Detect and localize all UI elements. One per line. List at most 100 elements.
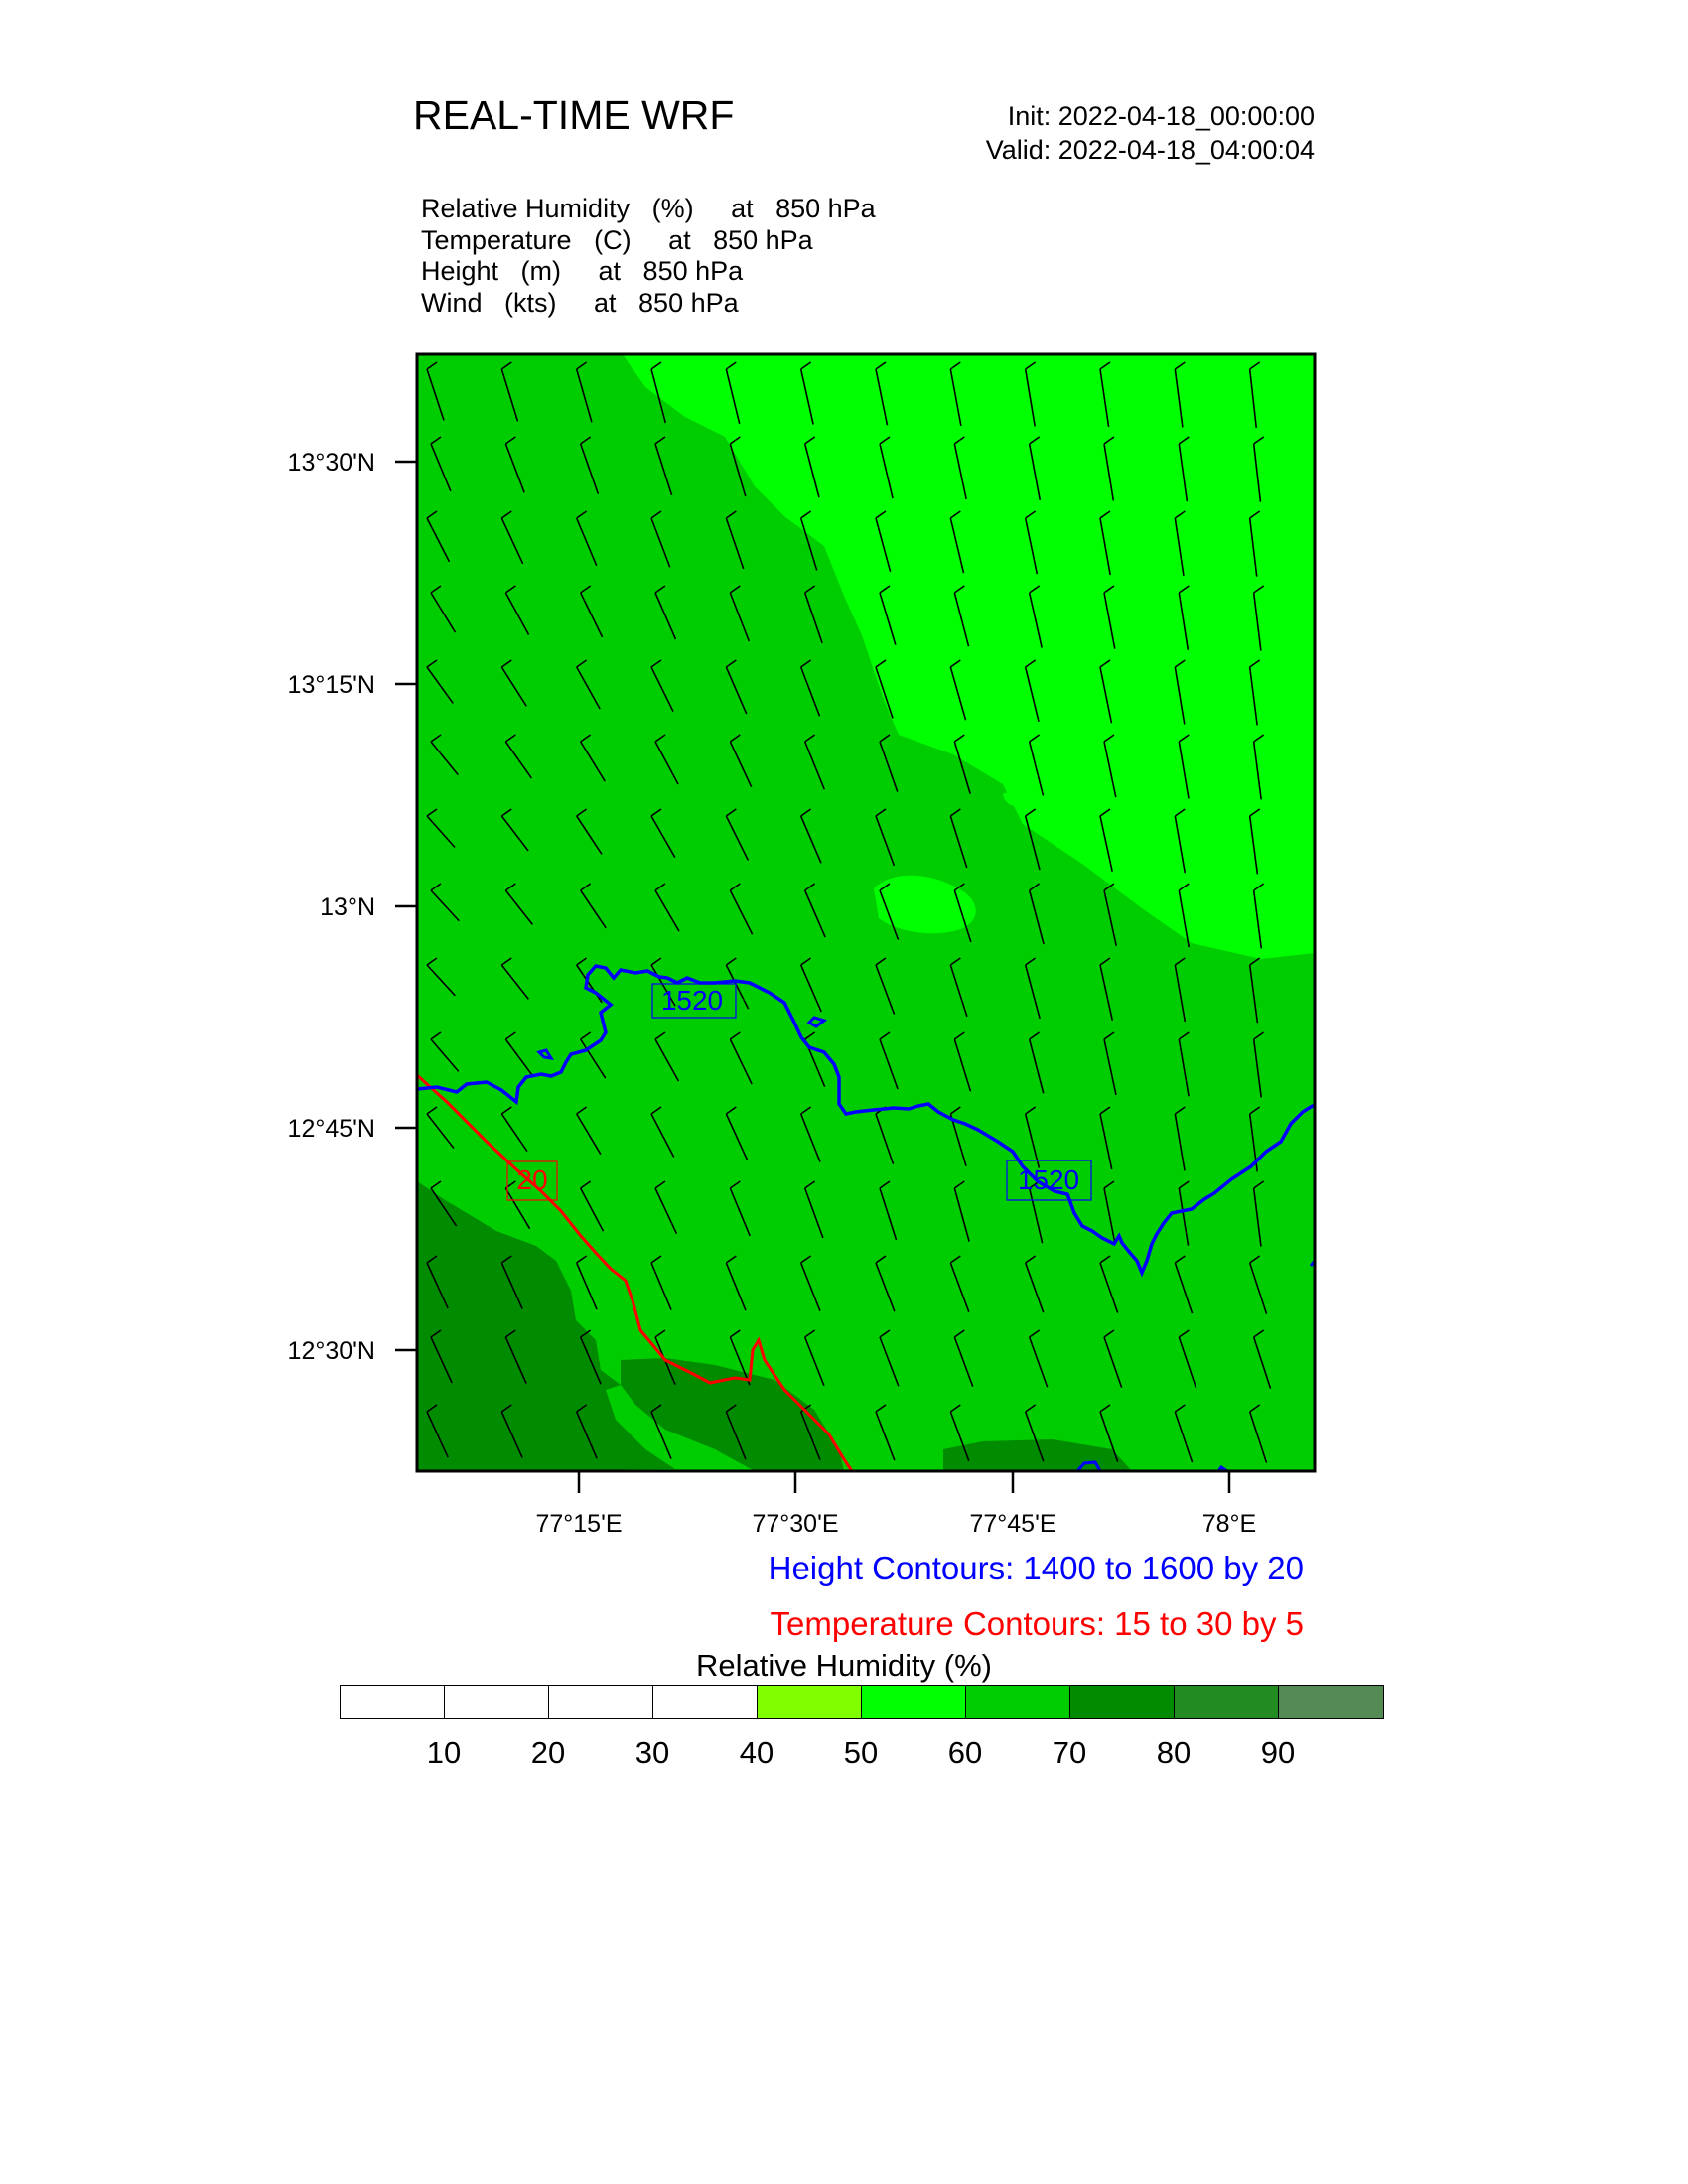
wind-barb bbox=[1103, 592, 1116, 649]
wind-barb-flag bbox=[1099, 1106, 1111, 1115]
wind-barb-flag bbox=[729, 883, 741, 891]
wind-barb bbox=[953, 1336, 974, 1388]
wind-barb bbox=[1248, 517, 1258, 577]
legend-label-30: 30 bbox=[634, 1735, 670, 1770]
wind-barb bbox=[1248, 1262, 1268, 1314]
wind-barb-flag bbox=[500, 957, 512, 966]
wind-barb-flag bbox=[650, 361, 662, 370]
wind-barb-flag bbox=[504, 585, 516, 594]
wind-barb-flag bbox=[650, 659, 662, 668]
wind-barb-flag bbox=[576, 510, 588, 519]
wind-barb bbox=[579, 741, 606, 782]
wind-barb bbox=[430, 1187, 458, 1227]
wind-barb-flag bbox=[1174, 659, 1186, 668]
wind-barb bbox=[430, 1336, 453, 1384]
wind-barb bbox=[1174, 964, 1187, 1023]
wind-barb-flag bbox=[1029, 883, 1041, 891]
wind-barb-flag bbox=[1103, 585, 1115, 594]
wind-barb-flag bbox=[580, 436, 592, 445]
wind-barb-flag bbox=[650, 808, 662, 817]
wind-barb-flag bbox=[875, 1404, 887, 1413]
wind-barb bbox=[500, 1113, 528, 1153]
height-contour-1520 bbox=[417, 964, 1315, 1278]
wind-barb bbox=[1252, 889, 1263, 949]
height-contour-closed-1 bbox=[806, 1016, 828, 1028]
wind-barb bbox=[879, 889, 900, 940]
wind-barb bbox=[580, 889, 607, 929]
wind-barb-flag bbox=[953, 883, 965, 891]
wind-barb bbox=[729, 443, 747, 497]
wind-barb bbox=[1024, 964, 1041, 1020]
wind-barb bbox=[1178, 1038, 1190, 1097]
height-contour-label-box-1 bbox=[651, 983, 737, 1019]
wind-barb bbox=[953, 592, 970, 647]
wind-barb bbox=[879, 741, 899, 792]
wind-barb bbox=[1174, 1113, 1186, 1171]
wind-barb bbox=[1024, 517, 1039, 575]
wind-barb-flag bbox=[725, 1106, 737, 1115]
legend-box-3 bbox=[653, 1686, 758, 1718]
legend-box-0 bbox=[341, 1686, 445, 1718]
wind-barb bbox=[729, 1336, 751, 1386]
wind-barb-flag bbox=[729, 1031, 741, 1040]
wind-barb-flag bbox=[654, 585, 666, 594]
wind-barb-flag bbox=[504, 436, 516, 445]
wind-barb-flag bbox=[1025, 1404, 1037, 1413]
wind-barb bbox=[1099, 666, 1113, 724]
time-info: Init: 2022-04-18_00:00:00 Valid: 2022-04… bbox=[986, 99, 1315, 167]
field-wind: Wind (kts) at 850 hPa bbox=[421, 287, 739, 318]
wind-barb-flag bbox=[1099, 808, 1111, 817]
wind-barb bbox=[879, 443, 894, 499]
legend-box-8 bbox=[1175, 1686, 1279, 1718]
wind-barb-flag bbox=[1103, 883, 1115, 891]
wind-barb-flag bbox=[800, 1106, 812, 1115]
wind-barb-flag bbox=[725, 510, 737, 519]
wind-barb bbox=[1248, 815, 1259, 875]
wind-barb bbox=[650, 1411, 672, 1459]
wind-barb-flag bbox=[1025, 808, 1037, 817]
wind-barb-flag bbox=[430, 436, 442, 445]
wind-barb-flag bbox=[1099, 659, 1111, 668]
wind-barb bbox=[879, 1187, 898, 1241]
wind-barb-flag bbox=[949, 957, 961, 966]
lat-label-13-00: 13°N bbox=[320, 893, 375, 921]
wind-barb bbox=[799, 1411, 821, 1461]
legend-box-1 bbox=[445, 1686, 549, 1718]
wind-barb-flag bbox=[576, 1255, 588, 1264]
legend-label-10: 10 bbox=[426, 1735, 462, 1770]
wind-barb-flag bbox=[1178, 1180, 1190, 1189]
wind-barb bbox=[1099, 815, 1113, 872]
wind-barb-flag bbox=[1253, 1329, 1265, 1338]
wind-barb-flag bbox=[500, 361, 512, 370]
wind-barb-flag bbox=[650, 1106, 662, 1115]
wind-barb-flag bbox=[1178, 1031, 1190, 1040]
wind-barb-flag bbox=[800, 361, 812, 370]
field-temperature: Temperature (C) at 850 hPa bbox=[421, 224, 813, 255]
wind-barb bbox=[949, 1262, 970, 1312]
wind-barb bbox=[430, 443, 452, 492]
wind-barb bbox=[426, 517, 451, 563]
wind-barb bbox=[1103, 741, 1117, 798]
legend-box-5 bbox=[862, 1686, 966, 1718]
wind-barb bbox=[803, 592, 823, 644]
wind-barb-flag bbox=[500, 808, 512, 817]
lat-label-13-30: 13°30'N bbox=[287, 449, 375, 477]
wind-barb-flag bbox=[804, 585, 816, 594]
wind-barb-flag bbox=[879, 436, 891, 445]
wind-barb-flag bbox=[576, 808, 588, 817]
wind-barb bbox=[1174, 1411, 1194, 1463]
wind-barb-flag bbox=[654, 1329, 666, 1338]
wind-barb bbox=[504, 592, 530, 635]
wind-barb-flag bbox=[580, 883, 592, 891]
wind-barb bbox=[875, 1262, 896, 1312]
wind-barb bbox=[1103, 1038, 1117, 1096]
wind-barb-flag bbox=[875, 1255, 887, 1264]
plot-title: REAL-TIME WRF bbox=[413, 92, 735, 138]
wind-barb-flag bbox=[1025, 659, 1037, 668]
wind-barb bbox=[1178, 741, 1190, 799]
wind-barb-flag bbox=[1178, 734, 1190, 743]
wind-barb-flag bbox=[1253, 1031, 1265, 1040]
wind-barb-flag bbox=[949, 361, 961, 370]
wind-barb bbox=[949, 368, 962, 427]
